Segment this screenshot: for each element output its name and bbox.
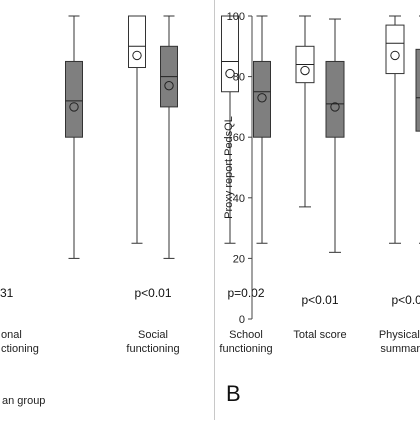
y-tick-label: 60 xyxy=(233,132,245,144)
category-label: onal xyxy=(1,329,22,341)
p-value: p=0.02 xyxy=(227,286,264,300)
y-tick-label: 100 xyxy=(227,11,245,23)
p-value: 31 xyxy=(0,286,14,300)
category-label: Physical hea xyxy=(379,329,420,341)
mean-marker xyxy=(225,68,235,79)
panel-label-b: B xyxy=(226,381,241,406)
category-label: Social xyxy=(138,329,168,341)
y-tick-label: 80 xyxy=(233,72,245,84)
y-tick-label: 20 xyxy=(233,253,245,265)
mean-marker xyxy=(300,65,310,76)
box xyxy=(65,60,83,138)
mean-marker xyxy=(164,80,174,91)
category-label: Total score xyxy=(293,329,346,341)
p-value: p<0.01 xyxy=(134,286,171,300)
box xyxy=(325,60,345,138)
mean-marker xyxy=(69,102,79,112)
category-label: functioning xyxy=(126,343,179,355)
y-tick-label: 0 xyxy=(239,314,245,326)
box xyxy=(253,60,271,138)
mean-marker xyxy=(330,102,340,112)
mean-marker xyxy=(132,50,142,61)
category-label: School xyxy=(229,329,263,341)
p-value: p<0.01 xyxy=(301,293,338,307)
legend-fragment: an group xyxy=(2,395,46,407)
mean-marker xyxy=(390,50,400,61)
category-label: ctioning xyxy=(1,343,39,355)
box xyxy=(415,48,420,132)
box xyxy=(385,24,405,75)
category-label: functioning xyxy=(219,343,272,355)
mean-marker xyxy=(257,93,267,103)
y-axis-label: Proxy report PedsQL xyxy=(223,116,235,219)
panel-divider xyxy=(214,0,215,420)
p-value: p<0.01 xyxy=(391,293,420,307)
category-label: summary sc xyxy=(380,343,420,355)
y-tick-label: 40 xyxy=(233,193,245,205)
